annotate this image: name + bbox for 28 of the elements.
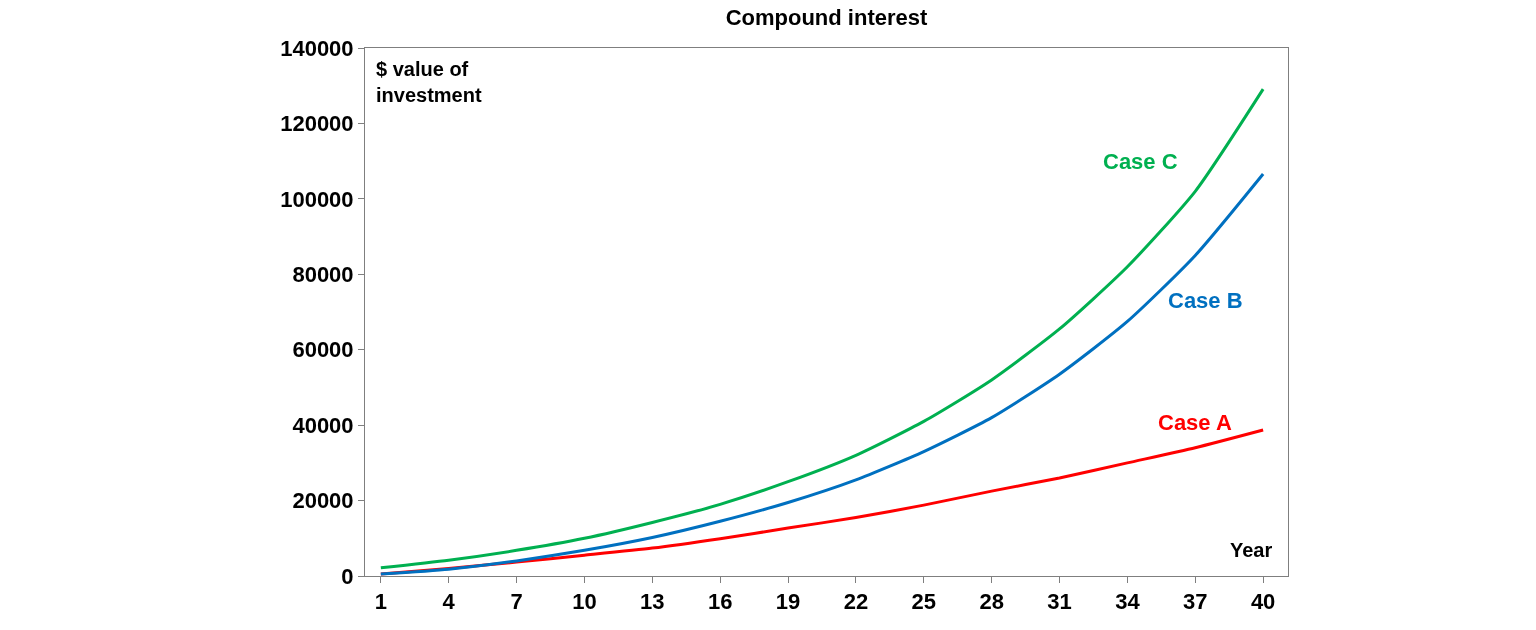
y-tick-label: 20000	[292, 488, 354, 514]
series-label: Case C	[1103, 149, 1178, 174]
chart-title: Compound interest	[725, 4, 928, 30]
x-tick-label: 13	[640, 589, 665, 615]
x-tick-label: 37	[1183, 589, 1208, 615]
x-tick-label: 40	[1250, 589, 1276, 615]
x-axis-title: Year	[1230, 539, 1273, 561]
y-tick-label: 100000	[280, 186, 354, 212]
y-tick-label: 40000	[292, 412, 354, 438]
y-axis-title: $ value of investment	[376, 58, 482, 106]
x-tick-label: 7	[510, 589, 523, 615]
x-tick-label: 4	[442, 589, 456, 615]
series-label: Case A	[1158, 410, 1232, 435]
x-tick-label: 10	[572, 589, 597, 615]
x-tick-label: 1	[374, 589, 387, 615]
y-tick-label: 120000	[280, 111, 354, 137]
series-label: Case B	[1168, 288, 1243, 313]
x-tick-label: 31	[1047, 589, 1072, 615]
x-tick-label: 25	[911, 589, 937, 615]
x-tick-label: 22	[843, 589, 869, 615]
y-tick-label: 140000	[280, 35, 354, 61]
y-tick-label: 80000	[292, 261, 354, 287]
x-tick-label: 16	[707, 589, 733, 615]
y-tick-label: 60000	[292, 337, 354, 363]
x-tick-label: 19	[775, 589, 801, 615]
x-tick-label: 34	[1115, 589, 1141, 615]
x-tick-label: 28	[979, 589, 1004, 615]
y-tick-label: 0	[341, 563, 354, 589]
